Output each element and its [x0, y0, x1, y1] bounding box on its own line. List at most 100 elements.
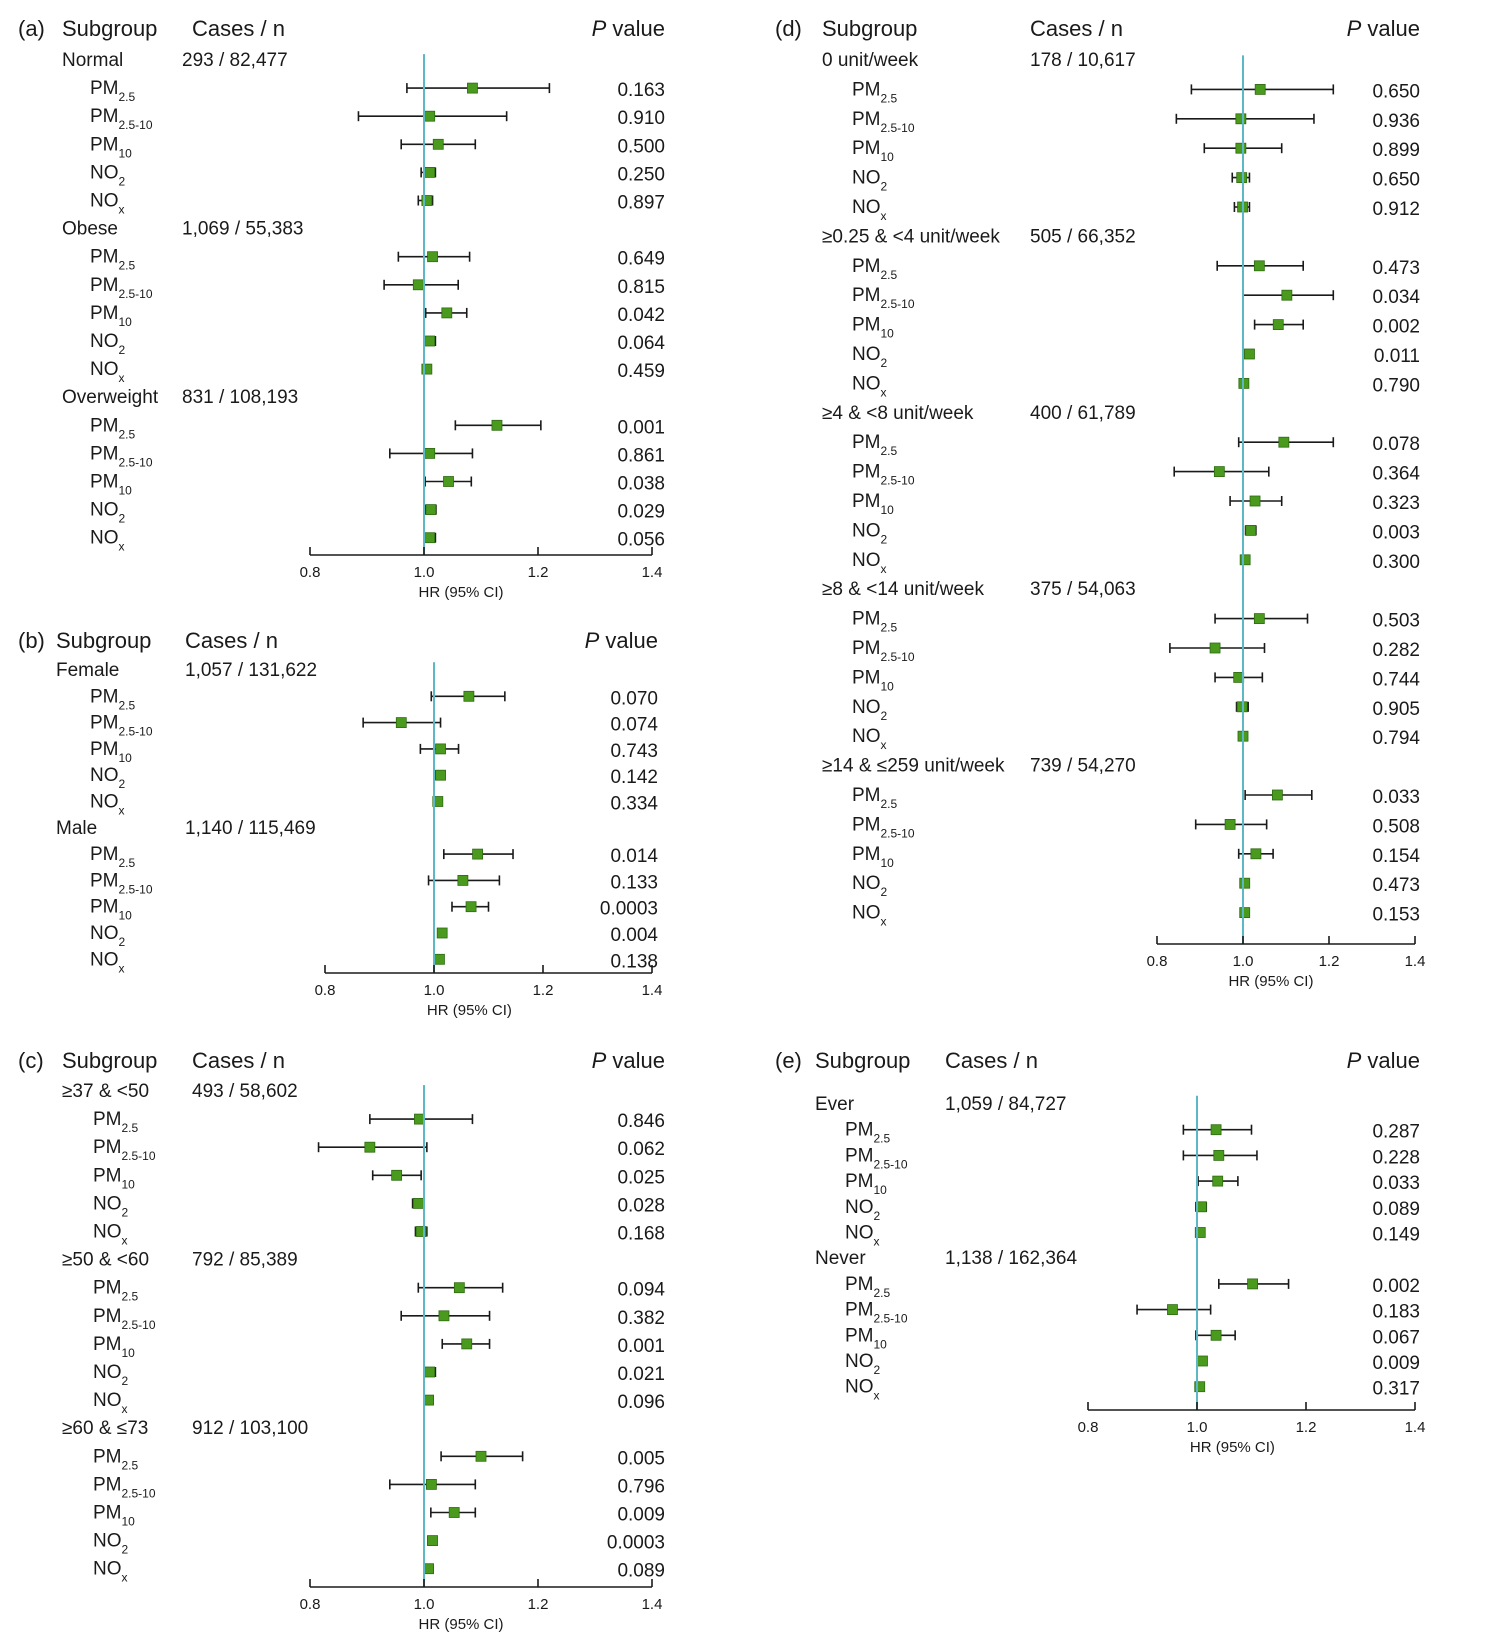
panel-c: (c) Subgroup Cases / n P value ≥37 & <50 493 …	[18, 1048, 665, 1633]
hr-marker	[415, 1226, 427, 1237]
p-value: 0.142	[610, 767, 658, 788]
pollutant-label: PM2.5-10	[93, 1137, 156, 1163]
pollutant-subscript: 10	[881, 327, 895, 341]
group-cases: 831 / 108,193	[182, 387, 298, 408]
pollutant-name: PM	[93, 1109, 122, 1130]
p-value: 0.005	[617, 1448, 665, 1469]
pollutant-label: PM10	[90, 134, 132, 160]
x-tick-label: 1.4	[642, 1596, 663, 1613]
panel-label: (d)	[775, 16, 802, 41]
p-value: 0.029	[617, 502, 665, 523]
pollutant-subscript: 10	[881, 150, 895, 164]
pollutant-name: PM	[852, 638, 881, 659]
group-label: ≥60 & ≤73	[62, 1418, 148, 1439]
group-cases: 375 / 54,063	[1030, 579, 1136, 600]
pollutant-name: PM	[845, 1300, 874, 1321]
pollutant-name: PM	[852, 285, 881, 306]
p-value: 0.250	[617, 164, 665, 185]
hr-marker	[1247, 1278, 1258, 1290]
pollutant-label: NO2	[845, 1197, 881, 1223]
subgroup-header: Subgroup	[62, 1048, 157, 1073]
p-value: 0.001	[617, 1336, 665, 1357]
pollutant-name: PM	[93, 1306, 122, 1327]
p-value: 0.0003	[607, 1533, 665, 1554]
pollutant-name: PM	[93, 1165, 122, 1186]
p-value: 0.459	[617, 361, 665, 382]
pollutant-name: NO	[90, 162, 119, 183]
pollutant-name: NO	[852, 550, 881, 571]
pollutant-subscript: 2.5	[874, 1132, 891, 1146]
x-tick-label: 0.8	[1078, 1419, 1099, 1436]
pollutant-subscript: 2.5-10	[119, 118, 153, 132]
hr-marker	[432, 796, 444, 807]
group-cases: 1,057 / 131,622	[185, 660, 317, 681]
p-value-header-italic: P	[1347, 16, 1362, 41]
pollutant-subscript: x	[122, 1234, 128, 1248]
pollutant-subscript: 2.5	[881, 621, 898, 635]
panel-label: (b)	[18, 628, 45, 653]
pollutant-subscript: 10	[119, 146, 133, 160]
pollutant-subscript: x	[119, 371, 125, 385]
pollutant-name: NO	[90, 923, 119, 944]
pollutant-label: NOx	[852, 197, 887, 223]
pollutant-name: NO	[845, 1351, 874, 1372]
hr-marker	[424, 335, 436, 347]
p-value: 0.094	[617, 1280, 665, 1301]
pollutant-subscript: 2.5-10	[122, 1486, 156, 1500]
pollutant-label: NOx	[93, 1390, 128, 1416]
pollutant-subscript: 10	[122, 1515, 136, 1529]
pollutant-label: PM2.5	[90, 247, 136, 273]
pollutant-label: NO2	[845, 1351, 881, 1377]
group-label: ≥14 & ≤259 unit/week	[822, 756, 1005, 777]
pollutant-name: PM	[852, 667, 881, 688]
pollutant-label: NOx	[93, 1222, 128, 1248]
pollutant-subscript: 2.5-10	[874, 1312, 908, 1326]
pollutant-name: PM	[852, 138, 881, 159]
pollutant-name: NO	[93, 1362, 122, 1383]
pollutant-subscript: 2.5-10	[122, 1318, 156, 1332]
p-value-header-rest: value	[1361, 1048, 1420, 1073]
pollutant-name: NO	[90, 500, 119, 521]
p-value-header-rest: value	[1361, 16, 1420, 41]
pollutant-label: PM10	[90, 739, 132, 765]
pollutant-name: PM	[93, 1474, 122, 1495]
pollutant-name: NO	[93, 1531, 122, 1552]
cases-header: Cases / n	[1030, 16, 1123, 41]
p-value: 0.910	[617, 108, 665, 129]
group-cases: 400 / 61,789	[1030, 403, 1136, 424]
p-value: 0.089	[1372, 1199, 1420, 1220]
hr-marker	[457, 875, 469, 886]
pollutant-subscript: 2.5	[122, 1121, 139, 1135]
pollutant-name: PM	[90, 247, 119, 268]
p-value: 0.899	[1372, 140, 1420, 161]
pollutant-label: PM2.5	[90, 844, 136, 870]
hr-marker	[491, 419, 503, 431]
p-value: 0.153	[1372, 905, 1420, 926]
hr-marker	[1239, 907, 1251, 918]
hr-marker	[1224, 819, 1236, 830]
p-value: 0.033	[1372, 787, 1420, 808]
pollutant-subscript: x	[874, 1389, 880, 1403]
pollutant-label: NO2	[90, 331, 126, 357]
pollutant-name: PM	[90, 897, 119, 918]
cases-header: Cases / n	[192, 16, 285, 41]
p-value-header-italic: P	[592, 1048, 607, 1073]
hr-marker	[453, 1282, 465, 1294]
p-value: 0.056	[617, 530, 665, 551]
pollutant-name: PM	[852, 315, 881, 336]
x-tick-label: 0.8	[300, 564, 321, 581]
pollutant-label: PM2.5-10	[93, 1306, 156, 1332]
hr-marker	[412, 1198, 424, 1209]
p-value: 0.064	[617, 333, 665, 354]
p-value: 0.138	[610, 951, 658, 972]
p-value: 0.815	[617, 277, 665, 298]
pollutant-subscript: 10	[119, 751, 133, 765]
pollutant-subscript: 2.5-10	[874, 1157, 908, 1171]
p-value: 0.382	[617, 1308, 665, 1329]
p-value: 0.067	[1372, 1327, 1420, 1348]
pollutant-subscript: 2	[122, 1205, 129, 1219]
p-value: 0.074	[610, 715, 658, 736]
x-tick-label: 1.2	[528, 1596, 549, 1613]
pollutant-label: NO2	[93, 1362, 129, 1388]
pollutant-name: PM	[90, 443, 119, 464]
